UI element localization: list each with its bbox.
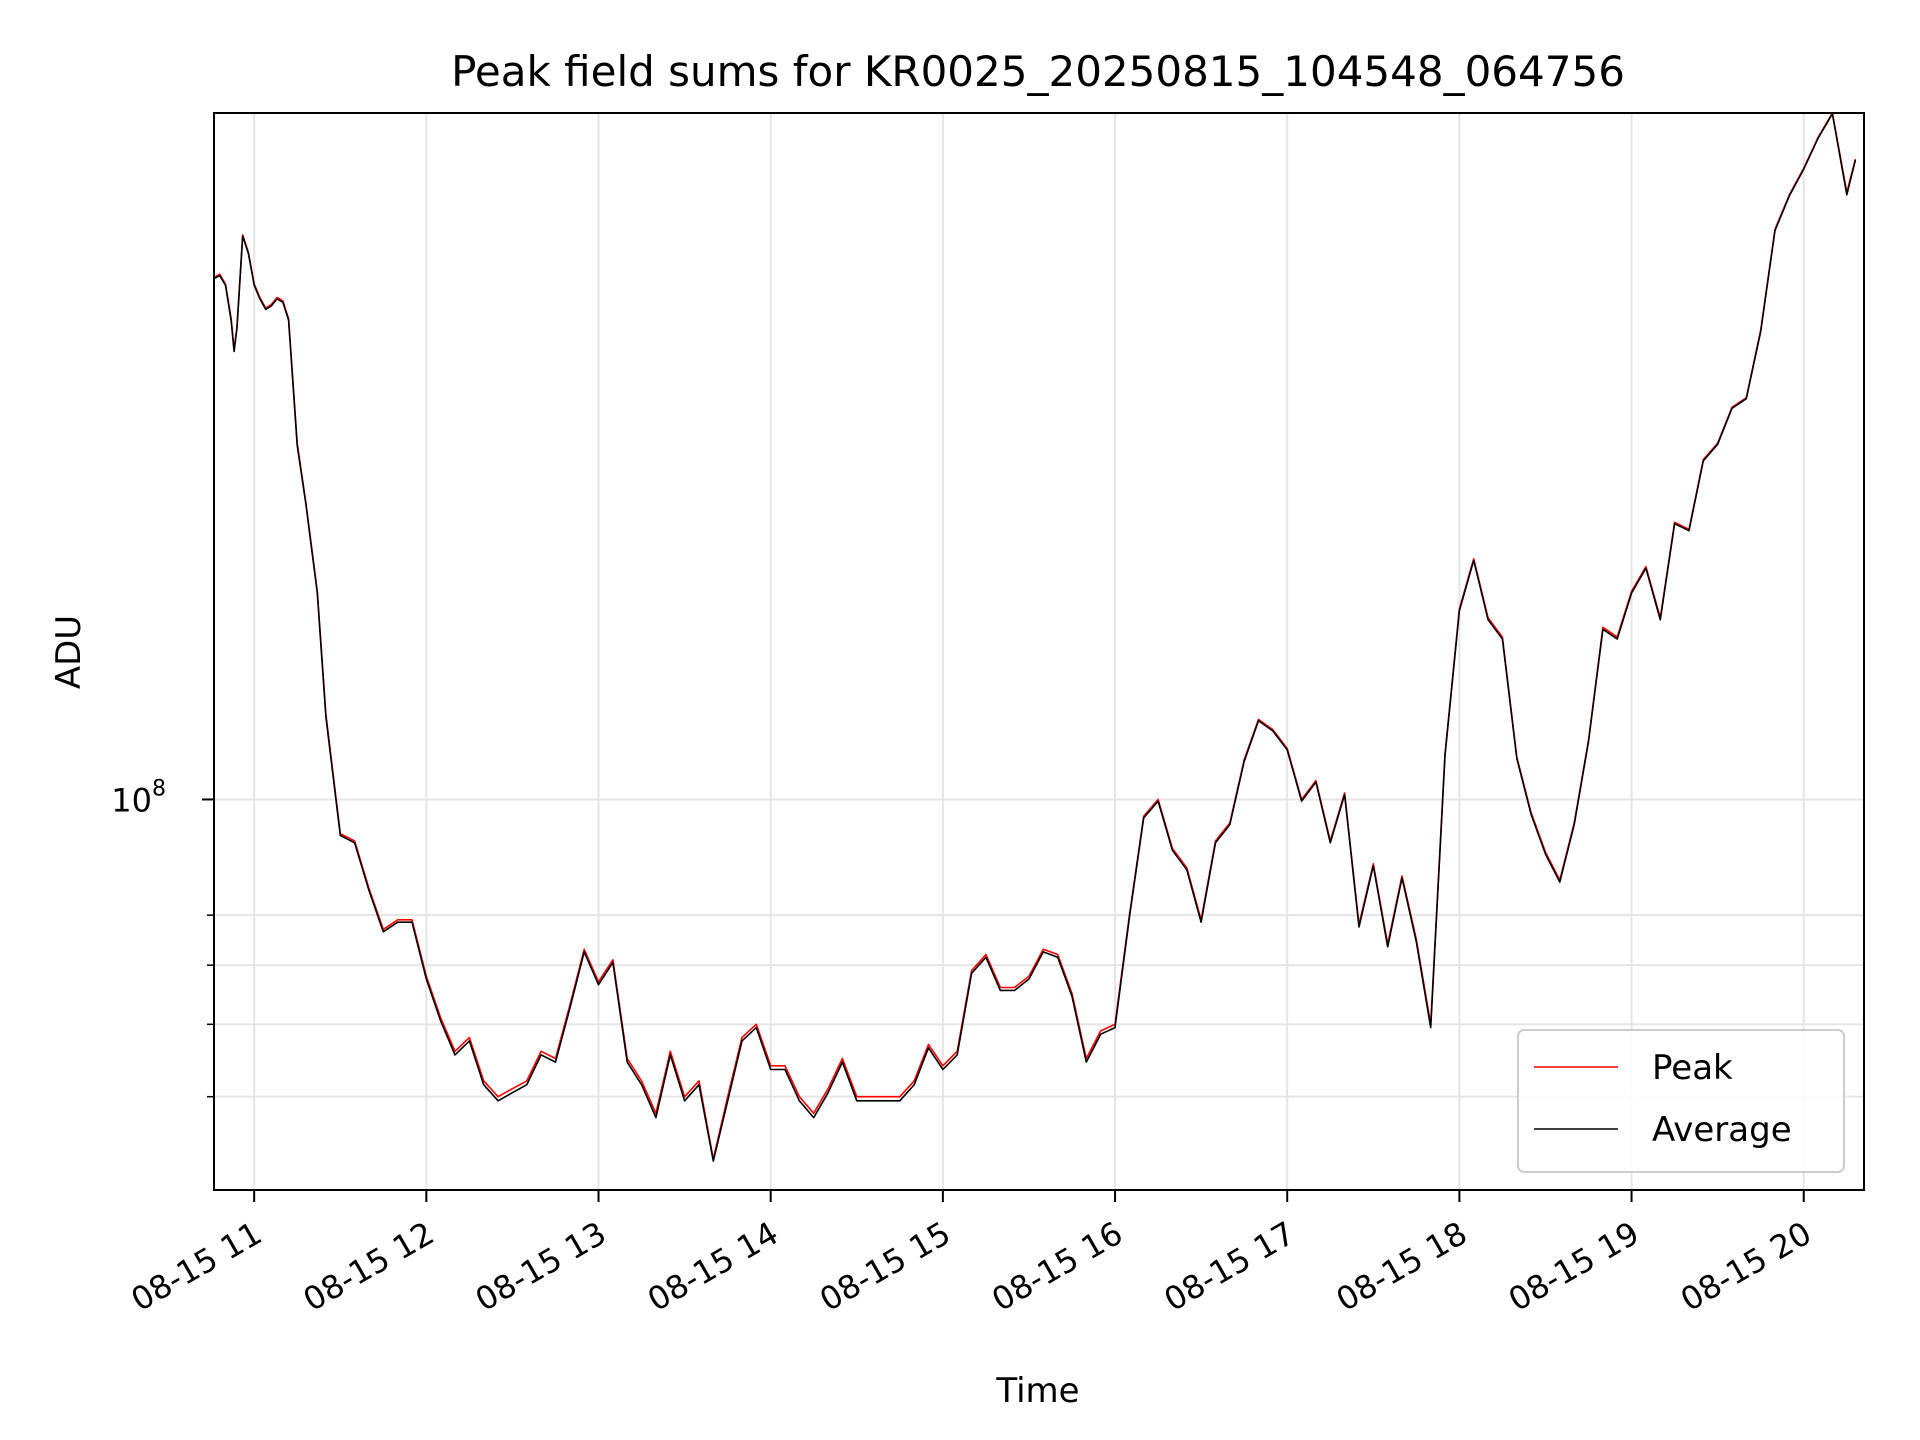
y-tick-label-base: 10 <box>111 781 152 819</box>
chart-title: Peak field sums for KR0025_20250815_1045… <box>451 47 1625 96</box>
legend-label-peak: Peak <box>1652 1048 1733 1088</box>
legend-label-average: Average <box>1652 1110 1792 1150</box>
y-axis-ticks: 108 <box>111 776 214 1098</box>
x-gridlines <box>253 113 1805 1190</box>
legend-box <box>1517 1029 1845 1173</box>
series-layer <box>213 112 1857 1162</box>
plot-frame <box>213 112 1865 1191</box>
legend: Peak Average <box>1517 1029 1845 1173</box>
y-axis-label: ADU <box>49 615 89 689</box>
y-tick-label-exponent: 8 <box>152 776 166 801</box>
series-line-average <box>213 113 1857 1162</box>
x-axis-label: Time <box>995 1371 1079 1411</box>
y-tick-label: 108 <box>111 776 166 819</box>
